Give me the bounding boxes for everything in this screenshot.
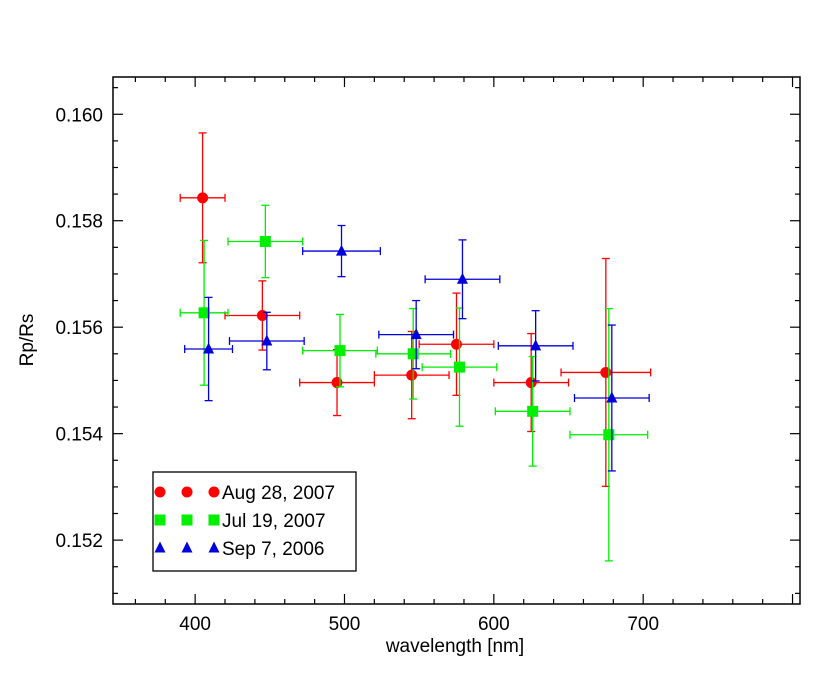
- y-tick-label: 0.154: [55, 425, 103, 446]
- data-point: [406, 369, 418, 381]
- legend-marker: [154, 541, 166, 553]
- legend-marker: [181, 486, 193, 498]
- data-point: [606, 391, 618, 403]
- legend: Aug 28, 2007 Jul 19, 2007 Sep 7, 2006: [152, 471, 357, 572]
- y-tick-label: 0.156: [55, 318, 103, 339]
- y-tick-label: 0.160: [55, 105, 103, 126]
- legend-label: Sep 7, 2006: [222, 539, 324, 560]
- x-tick-label: 600: [478, 614, 510, 635]
- y-axis-label: Rp/Rs: [17, 314, 38, 367]
- data-point: [451, 338, 462, 350]
- legend-marker: [154, 514, 166, 526]
- series-triangle: [184, 224, 650, 472]
- series-circle: [179, 132, 652, 488]
- legend-marker: [181, 541, 193, 553]
- tick-labels: 400 500 600 700 0.152 0.154 0.156 0.158 0.160: [55, 105, 659, 635]
- data-point: [600, 366, 612, 378]
- data-point: [410, 328, 422, 340]
- x-tick-label: 700: [627, 614, 659, 635]
- data-point: [453, 361, 465, 373]
- data-point: [259, 235, 271, 247]
- data-point: [336, 244, 348, 256]
- y-tick-label: 0.158: [55, 212, 103, 233]
- x-axis-label: wavelength [nm]: [385, 636, 524, 657]
- data-point: [197, 192, 209, 204]
- series-square: [179, 204, 649, 562]
- data-point: [334, 345, 346, 357]
- data-point: [527, 405, 539, 417]
- legend-marker: [208, 486, 220, 498]
- legend-label: Aug 28, 2007: [222, 483, 335, 504]
- legend-marker: [208, 514, 220, 526]
- x-tick-label: 500: [329, 614, 361, 635]
- legend-label: Jul 19, 2007: [222, 511, 326, 532]
- data-point: [261, 334, 273, 346]
- data-point: [203, 342, 215, 354]
- data-series: [179, 132, 652, 562]
- data-point: [603, 429, 615, 441]
- data-point: [456, 272, 468, 284]
- legend-marker: [181, 514, 193, 526]
- x-tick-label: 400: [179, 614, 211, 635]
- data-point: [525, 377, 537, 389]
- y-tick-label: 0.152: [55, 531, 103, 552]
- legend-marker: [154, 486, 166, 498]
- data-point: [198, 307, 210, 319]
- data-point: [530, 339, 542, 351]
- data-point: [407, 348, 419, 360]
- plot-frame: [112, 76, 801, 605]
- tick-marks: [113, 77, 800, 604]
- legend-marker: [208, 541, 220, 553]
